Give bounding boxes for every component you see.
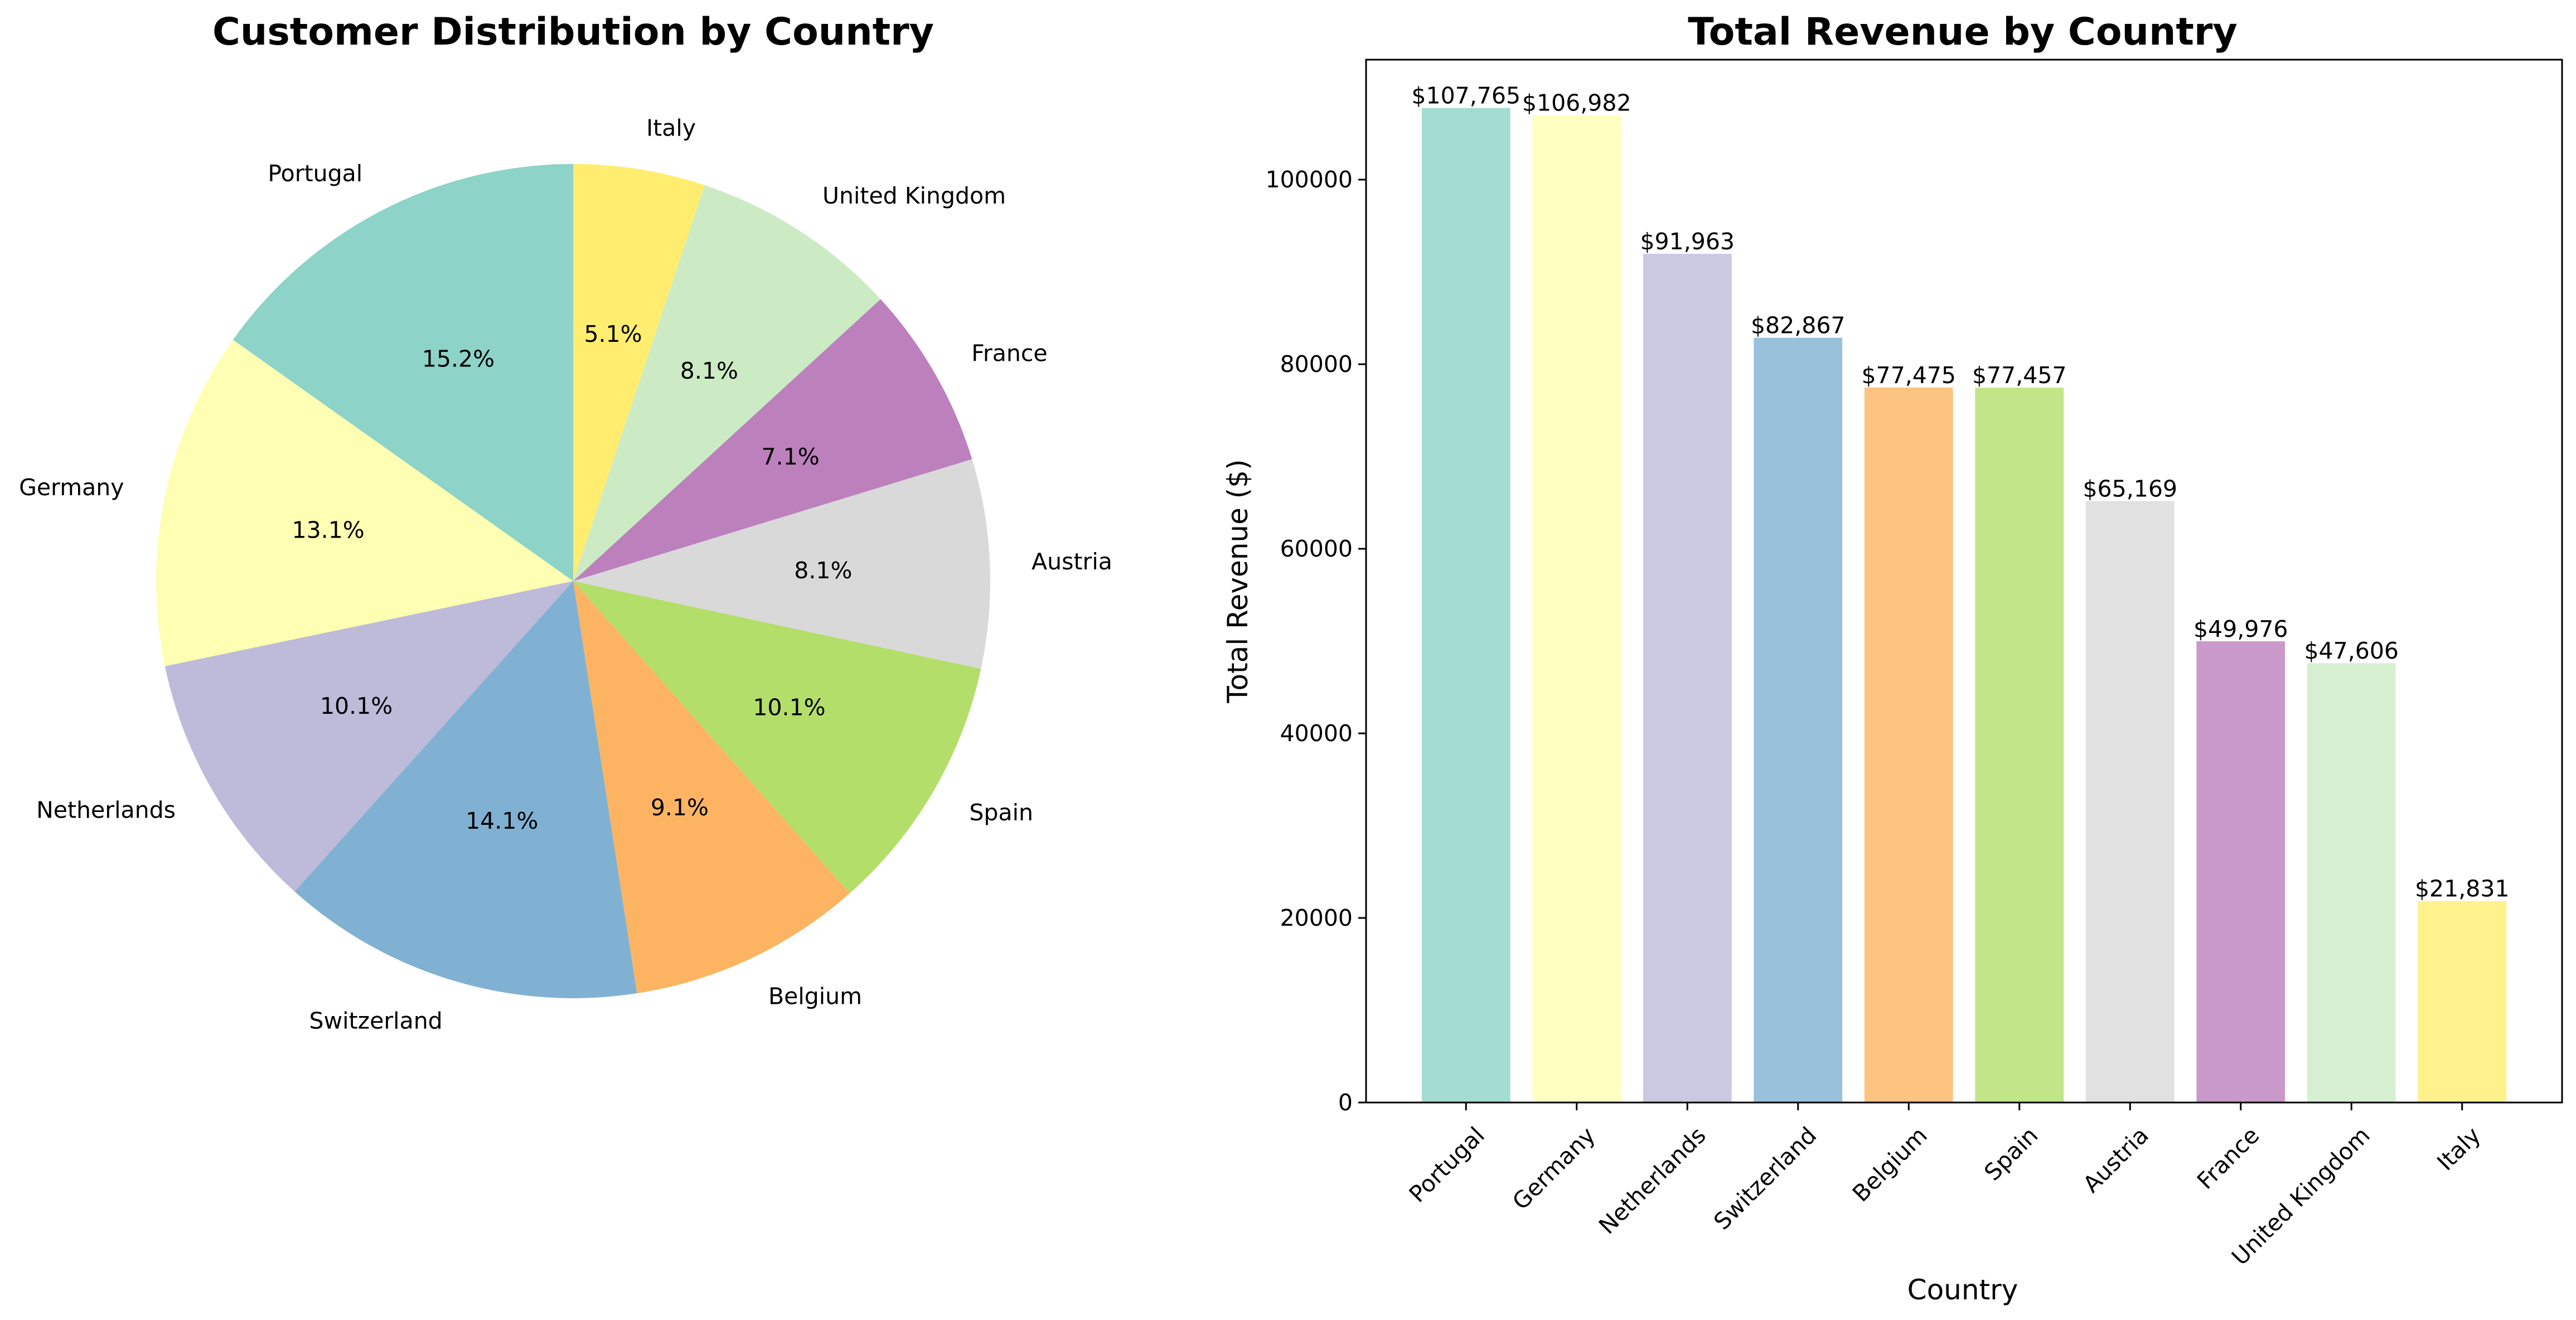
y-tick-label-80000: 80000: [1280, 351, 1353, 378]
pie-category-label-austria: Austria: [1032, 548, 1112, 575]
pie-pct-label-portugal: 15.2%: [422, 345, 495, 372]
pie-slices: [156, 164, 990, 998]
bar-value-label-france: $49,976: [2194, 616, 2288, 642]
pie-pct-label-belgium: 9.1%: [651, 794, 709, 821]
pie-category-label-switzerland: Switzerland: [309, 1008, 443, 1034]
pie-pct-label-spain: 10.1%: [753, 694, 825, 721]
bar-portugal: [1421, 108, 1510, 1103]
y-tick-label-60000: 60000: [1280, 535, 1353, 562]
bar-value-labels: $107,765 $106,982 $91,963 $82,867 $77,475 $77…: [1411, 83, 2509, 902]
pie-category-label-italy: Italy: [646, 115, 696, 142]
pie-category-label-united-kingdom: United Kingdom: [822, 182, 1006, 209]
pie-slice-united-kingdom: [573, 185, 881, 581]
bar-value-label-italy: $21,831: [2415, 876, 2510, 902]
pie-category-label-belgium: Belgium: [768, 983, 862, 1010]
pie-category-label-spain: Spain: [969, 799, 1033, 826]
bar-austria: [2085, 501, 2175, 1103]
bars: [1421, 108, 2507, 1103]
bar-value-label-netherlands: $91,963: [1640, 228, 1735, 255]
bar-spain: [1975, 388, 2064, 1103]
pie-pct-label-united-kingdom: 8.1%: [680, 357, 738, 384]
y-axis-ticks: 0 20000 40000 60000 80000 100000: [1265, 166, 1366, 1116]
x-axis-label: Country: [1907, 1274, 2018, 1306]
y-tick-label-40000: 40000: [1280, 720, 1353, 747]
pie-chart: Customer Distribution by Country 15.2% Po…: [19, 10, 1112, 1034]
bar-france: [2196, 641, 2286, 1103]
pie-slice-portugal: [233, 164, 573, 581]
y-axis-label: Total Revenue ($): [1222, 459, 1254, 703]
pie-category-label-germany: Germany: [19, 474, 124, 501]
bar-value-label-portugal: $107,765: [1411, 83, 1521, 109]
bar-value-label-austria: $65,169: [2083, 476, 2177, 502]
pie-category-label-netherlands: Netherlands: [36, 797, 176, 824]
pie-slice-switzerland: [294, 581, 637, 998]
bar-title: Total Revenue by Country: [1688, 10, 2237, 54]
bar-italy: [2418, 901, 2507, 1103]
bar-switzerland: [1754, 337, 1843, 1103]
bar-germany: [1532, 115, 1621, 1103]
pie-slice-italy: [573, 164, 705, 581]
pie-slice-germany: [156, 340, 573, 666]
bar-netherlands: [1643, 254, 1732, 1103]
pie-pct-label-italy: 5.1%: [584, 321, 642, 347]
bar-united-kingdom: [2307, 663, 2396, 1103]
pie-pct-label-austria: 8.1%: [794, 557, 852, 584]
bar-belgium: [1864, 387, 1953, 1103]
pie-slice-austria: [573, 459, 990, 669]
y-tick-label-20000: 20000: [1280, 905, 1353, 931]
pie-category-label-france: France: [971, 340, 1047, 367]
pie-labels: 15.2% Portugal 13.1% Germany 10.1% Netherland…: [19, 115, 1112, 1034]
pie-slice-belgium: [573, 581, 850, 994]
bar-value-label-belgium: $77,475: [1861, 362, 1956, 389]
bar-value-label-germany: $106,982: [1522, 90, 1631, 117]
bar-value-label-spain: $77,457: [1972, 362, 2067, 389]
bar-value-label-united-kingdom: $47,606: [2304, 637, 2399, 664]
pie-pct-label-france: 7.1%: [762, 443, 820, 470]
y-tick-label-100000: 100000: [1265, 166, 1353, 193]
pie-pct-label-switzerland: 14.1%: [466, 808, 538, 834]
pie-slice-france: [573, 299, 972, 581]
y-tick-label-0: 0: [1338, 1089, 1353, 1116]
pie-pct-label-netherlands: 10.1%: [320, 693, 393, 719]
pie-category-label-portugal: Portugal: [268, 160, 362, 187]
pie-pct-label-germany: 13.1%: [292, 516, 365, 543]
plot-frame: [1365, 59, 2563, 1104]
bar-value-label-switzerland: $82,867: [1751, 312, 1846, 339]
pie-slice-netherlands: [164, 581, 573, 892]
pie-title: Customer Distribution by Country: [212, 10, 934, 54]
pie-slice-spain: [573, 581, 981, 893]
